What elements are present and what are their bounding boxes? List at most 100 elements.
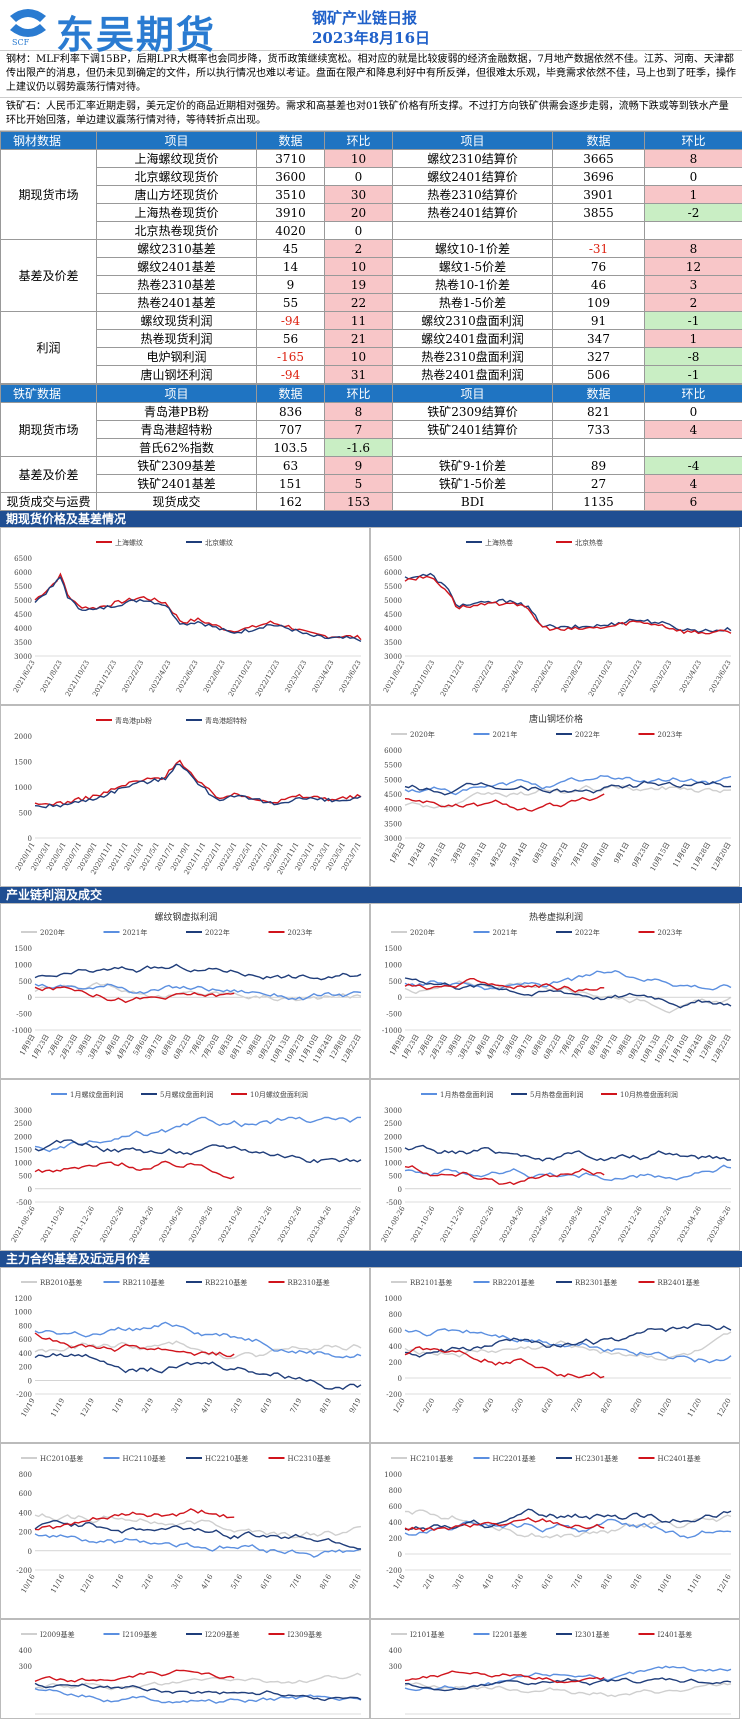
item-value: 56 <box>257 330 325 348</box>
legend-label: RB2401基差 <box>658 1278 700 1287</box>
x-tick-label: 8月10日 <box>590 841 611 869</box>
y-tick-label: 2000 <box>14 1133 32 1141</box>
y-tick-label: 200 <box>19 1529 32 1537</box>
item-value: 151 <box>257 475 325 493</box>
x-tick-label: 2021/8/23 <box>382 659 407 694</box>
table-header-row: 铁矿数据项目数据环比项目数据环比 <box>1 385 742 403</box>
x-tick-label: 11月6日 <box>671 841 692 869</box>
x-tick-label: 2022/12/23 <box>254 659 281 698</box>
x-tick-label: 3/19 <box>170 1397 185 1415</box>
report-header: SCF 东吴期货 钢矿产业链日报 2023年8月16日 <box>0 0 742 51</box>
legend-label: HC2301基差 <box>575 1454 618 1463</box>
legend-label: RB2301基差 <box>575 1278 617 1287</box>
section-title-profit: 产业链利润及成交 <box>0 887 742 903</box>
x-tick-label: 8/16 <box>599 1573 614 1591</box>
item-change: -1.6 <box>325 439 393 457</box>
item-value: 3665 <box>553 150 645 168</box>
y-tick-label: -500 <box>386 1011 402 1019</box>
y-tick-label: 6000 <box>14 569 32 577</box>
x-tick-label: 2023/2/23 <box>649 659 674 694</box>
x-tick-label: 4/16 <box>481 1573 496 1591</box>
group-label: 期现货市场 <box>1 150 97 240</box>
y-tick-label: 1000 <box>384 961 402 969</box>
x-tick-label: 2021-08-26 <box>10 1205 37 1244</box>
item-change: 1 <box>645 186 742 204</box>
item-name: 青岛港PB粉 <box>97 403 257 421</box>
series-line <box>35 1333 234 1356</box>
x-tick-label: 2022/12/23 <box>617 659 644 698</box>
item-name: 螺纹现货利润 <box>97 312 257 330</box>
x-tick-label: 9/16 <box>629 1573 644 1591</box>
item-value: 55 <box>257 294 325 312</box>
item-name: 热卷2401结算价 <box>393 204 553 222</box>
column-header: 环比 <box>325 132 393 150</box>
x-tick-label: 12/16 <box>716 1573 733 1595</box>
series-line <box>35 1534 361 1557</box>
series-line <box>405 1510 731 1538</box>
item-change: 30 <box>325 186 393 204</box>
column-header: 环比 <box>325 385 393 403</box>
column-header: 数据 <box>257 385 325 403</box>
y-tick-label: 3500 <box>384 820 402 828</box>
item-value: 1135 <box>553 493 645 511</box>
y-tick-label: 5500 <box>14 583 32 591</box>
company-name: 东吴期货 <box>56 4 216 59</box>
item-name: 铁矿1-5价差 <box>393 475 553 493</box>
item-change: 8 <box>645 240 742 258</box>
x-tick-label: 2022/4/23 <box>500 659 525 694</box>
y-tick-label: 5000 <box>14 597 32 605</box>
y-tick-label: 0 <box>28 1186 32 1194</box>
y-tick-label: 800 <box>19 1322 32 1330</box>
item-change: 3 <box>645 276 742 294</box>
x-tick-label: 7/16 <box>289 1573 304 1591</box>
table-header-row: 钢材数据项目数据环比项目数据环比 <box>1 132 742 150</box>
item-value: 506 <box>553 366 645 384</box>
item-value: 327 <box>553 348 645 366</box>
y-tick-label: 500 <box>19 1173 32 1181</box>
item-value: 821 <box>553 403 645 421</box>
y-tick-label: 400 <box>389 1343 402 1351</box>
x-tick-label: 2/19 <box>140 1397 155 1415</box>
x-tick-label: 1/16 <box>392 1573 407 1591</box>
x-tick-label: 2022-04-26 <box>498 1205 525 1244</box>
x-tick-label: 2023-04-26 <box>306 1205 333 1244</box>
column-header: 数据 <box>553 132 645 150</box>
legend-label: HC2201基差 <box>493 1454 536 1463</box>
legend-label: 2022年 <box>575 928 600 937</box>
item-name: 螺纹2310结算价 <box>393 150 553 168</box>
x-tick-label: 3/20 <box>451 1397 466 1415</box>
x-tick-label: 2022-02-26 <box>99 1205 126 1244</box>
section-title-prices: 期现货价格及基差情况 <box>0 511 742 527</box>
x-tick-label: 5/16 <box>510 1573 525 1591</box>
y-tick-label: 0 <box>398 1375 402 1383</box>
item-name: 热卷1-5价差 <box>393 294 553 312</box>
x-tick-label: 2021/12/23 <box>439 659 466 698</box>
y-tick-label: 300 <box>19 1663 32 1671</box>
y-tick-label: 1200 <box>14 1295 32 1303</box>
item-name: 青岛港超特粉 <box>97 421 257 439</box>
legend-label: I2009基差 <box>40 1630 75 1639</box>
x-tick-label: 2022-08-26 <box>557 1205 584 1244</box>
legend-label: 2023年 <box>288 928 313 937</box>
y-tick-label: 4500 <box>384 611 402 619</box>
y-tick-label: 6000 <box>384 569 402 577</box>
y-tick-label: 5500 <box>384 762 402 770</box>
y-tick-label: 600 <box>19 1336 32 1344</box>
x-tick-label: 2022-10-26 <box>587 1205 614 1244</box>
legend-label: 2021年 <box>123 928 148 937</box>
legend-label: 北京螺纹 <box>205 538 233 547</box>
x-tick-label: 7月19日 <box>569 841 590 869</box>
x-tick-label: 4/19 <box>200 1397 215 1415</box>
item-change: -4 <box>645 457 742 475</box>
y-tick-label: 0 <box>28 1548 32 1556</box>
series-line <box>35 1354 361 1390</box>
